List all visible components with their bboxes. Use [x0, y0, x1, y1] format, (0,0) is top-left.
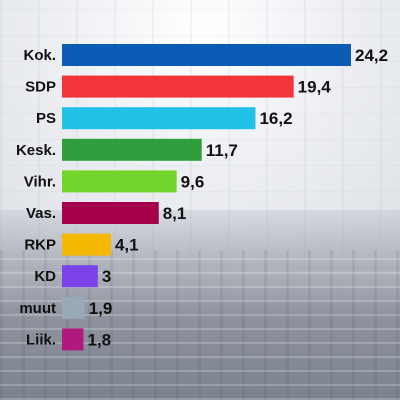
value-label: 1,9 — [89, 299, 113, 318]
category-label: RKP — [24, 237, 56, 254]
value-label: 4,1 — [115, 236, 139, 255]
bar — [62, 202, 159, 224]
value-label: 11,7 — [206, 141, 238, 160]
bar-row-rkp: RKP 4,1 — [24, 233, 139, 256]
bar — [62, 170, 177, 193]
category-label: Kesk. — [16, 142, 56, 159]
category-label: PS — [36, 110, 56, 127]
bars-group: Kok. 24,2 SDP 19,4 PS 16,2 Kesk. 11,7 Vihr. 9,6 Va… — [16, 44, 388, 351]
category-label: Liik. — [26, 331, 56, 348]
bar — [62, 296, 85, 319]
bar-row-sdp: SDP 19,4 — [25, 75, 332, 98]
value-label: 3 — [102, 267, 111, 286]
bar-row-kok: Kok. 24,2 — [23, 44, 388, 66]
value-label: 1,8 — [87, 330, 111, 349]
value-label: 24,2 — [355, 46, 388, 65]
bar-row-vas: Vas. 8,1 — [26, 202, 186, 224]
bar — [62, 233, 111, 256]
category-label: Vas. — [26, 205, 56, 222]
category-label: Kok. — [23, 47, 56, 64]
bar-row-liik: Liik. 1,8 — [26, 328, 111, 351]
bar — [62, 265, 98, 288]
value-label: 8,1 — [163, 204, 187, 223]
category-label: Vihr. — [24, 173, 56, 190]
value-label: 9,6 — [181, 172, 205, 191]
category-label: muut — [19, 300, 56, 317]
category-label: KD — [34, 268, 56, 285]
bar-row-vihr: Vihr. 9,6 — [24, 170, 205, 193]
bar — [62, 138, 202, 161]
bar-row-kd: KD 3 — [34, 265, 111, 288]
bar — [62, 44, 351, 66]
value-label: 19,4 — [298, 78, 332, 97]
bar — [62, 75, 294, 98]
bar — [62, 328, 84, 351]
category-label: SDP — [25, 79, 56, 96]
bar — [62, 107, 256, 130]
bar-row-ps: PS 16,2 — [36, 107, 293, 130]
bar-row-muut: muut 1,9 — [19, 296, 113, 319]
bar-row-kesk: Kesk. 11,7 — [16, 138, 238, 161]
value-label: 16,2 — [259, 109, 292, 128]
